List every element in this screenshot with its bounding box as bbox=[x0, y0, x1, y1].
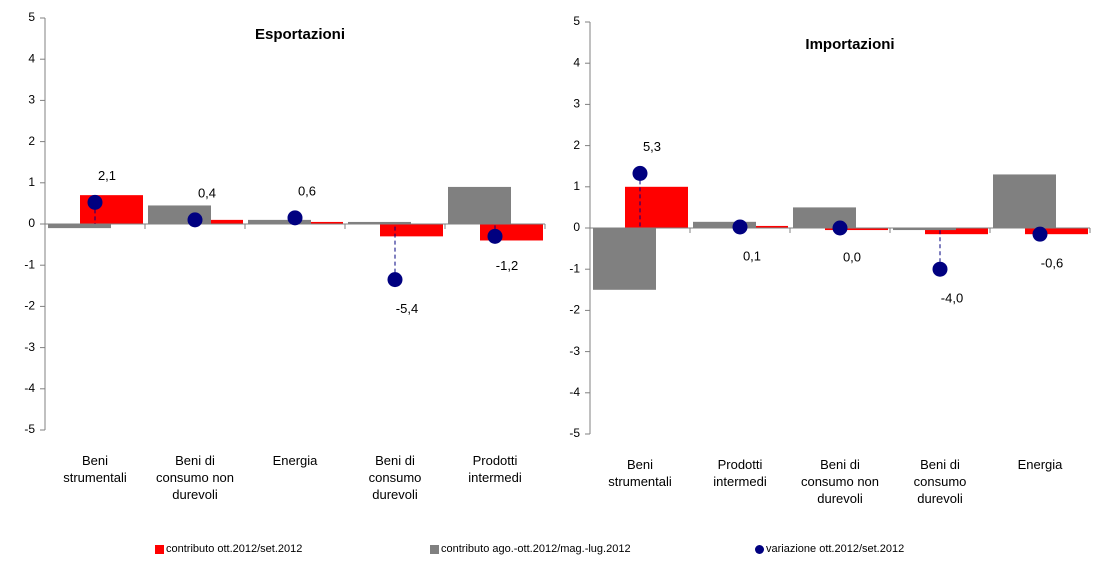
data-label: 0,6 bbox=[298, 183, 316, 198]
y-tick-label: -2 bbox=[24, 299, 35, 313]
y-tick-label: 4 bbox=[573, 55, 580, 69]
y-tick-label: 5 bbox=[28, 10, 35, 24]
dot bbox=[632, 165, 648, 181]
legend-item: contributo ott.2012/set.2012 bbox=[155, 543, 302, 555]
y-tick-label: -3 bbox=[24, 340, 35, 354]
bar bbox=[448, 186, 511, 224]
bar bbox=[180, 219, 243, 224]
y-tick-label: 0 bbox=[28, 216, 35, 230]
dot bbox=[87, 194, 103, 210]
bar bbox=[825, 228, 888, 231]
data-label: 0,0 bbox=[843, 249, 861, 264]
bar bbox=[280, 221, 343, 224]
x-tick-label: Beni di consumo non durevoli bbox=[155, 453, 235, 502]
chart-title: Esportazioni bbox=[255, 26, 345, 43]
bar bbox=[593, 228, 656, 290]
y-tick-label: 1 bbox=[28, 175, 35, 189]
bar bbox=[625, 186, 688, 228]
data-label: 5,3 bbox=[643, 139, 661, 154]
legend-label: contributo ott.2012/set.2012 bbox=[166, 543, 303, 555]
data-label: -0,6 bbox=[1041, 256, 1063, 271]
legend-swatch bbox=[755, 544, 764, 554]
dot bbox=[732, 219, 748, 235]
y-tick-label: 0 bbox=[573, 220, 580, 234]
legend-item: variazione ott.2012/set.2012 bbox=[755, 543, 904, 555]
y-tick-label: -2 bbox=[569, 303, 580, 317]
y-tick-label: -4 bbox=[24, 381, 35, 395]
dot bbox=[487, 228, 503, 244]
y-tick-label: 3 bbox=[573, 97, 580, 111]
y-tick-label: 3 bbox=[28, 93, 35, 107]
data-label: 0,4 bbox=[198, 185, 216, 200]
x-tick-label: Energia bbox=[1017, 457, 1063, 472]
data-label: 2,1 bbox=[98, 168, 116, 183]
y-tick-label: -4 bbox=[569, 385, 580, 399]
legend-item: contributo ago.-ott.2012/mag.-lug.2012 bbox=[430, 543, 631, 555]
legend-swatch bbox=[155, 544, 164, 554]
bar bbox=[1025, 228, 1088, 235]
x-tick-label: Energia bbox=[272, 453, 318, 468]
bar bbox=[925, 228, 988, 235]
data-label: -1,2 bbox=[496, 258, 518, 273]
bar bbox=[893, 228, 956, 231]
bar bbox=[693, 221, 756, 228]
x-tick-label: Prodotti intermedi bbox=[468, 453, 522, 485]
dot bbox=[187, 212, 203, 228]
y-tick-label: 4 bbox=[28, 51, 35, 65]
legend-swatch bbox=[430, 544, 439, 554]
x-tick-label: Beni di consumo durevoli bbox=[368, 453, 422, 502]
x-tick-label: Beni strumentali bbox=[63, 453, 127, 485]
legend-label: variazione ott.2012/set.2012 bbox=[766, 543, 905, 555]
legend-label: contributo ago.-ott.2012/mag.-lug.2012 bbox=[441, 543, 631, 555]
data-label: -5,4 bbox=[396, 301, 418, 316]
data-label: -4,0 bbox=[941, 291, 963, 306]
bar bbox=[48, 224, 111, 229]
dot bbox=[1032, 226, 1048, 242]
x-tick-label: Prodotti intermedi bbox=[713, 457, 767, 489]
y-tick-label: 1 bbox=[573, 179, 580, 193]
y-tick-label: -5 bbox=[24, 422, 35, 436]
y-tick-label: 2 bbox=[573, 138, 580, 152]
dot bbox=[832, 220, 848, 236]
dot bbox=[387, 272, 403, 288]
dot bbox=[932, 261, 948, 277]
y-tick-label: -3 bbox=[569, 344, 580, 358]
data-label: 0,1 bbox=[743, 248, 761, 263]
bar bbox=[248, 219, 311, 224]
y-tick-label: -1 bbox=[24, 257, 35, 271]
y-tick-label: -1 bbox=[569, 261, 580, 275]
y-tick-label: 5 bbox=[573, 14, 580, 28]
x-tick-label: Beni di consumo non durevoli bbox=[800, 457, 880, 506]
x-tick-label: Beni strumentali bbox=[608, 457, 672, 489]
bar bbox=[380, 224, 443, 237]
y-tick-label: 2 bbox=[28, 134, 35, 148]
y-tick-label: -5 bbox=[569, 426, 580, 440]
dot bbox=[287, 210, 303, 226]
bar bbox=[725, 225, 788, 228]
x-tick-label: Beni di consumo durevoli bbox=[913, 457, 967, 506]
bar bbox=[348, 221, 411, 224]
bar bbox=[993, 174, 1056, 228]
chart-title: Importazioni bbox=[805, 36, 894, 53]
